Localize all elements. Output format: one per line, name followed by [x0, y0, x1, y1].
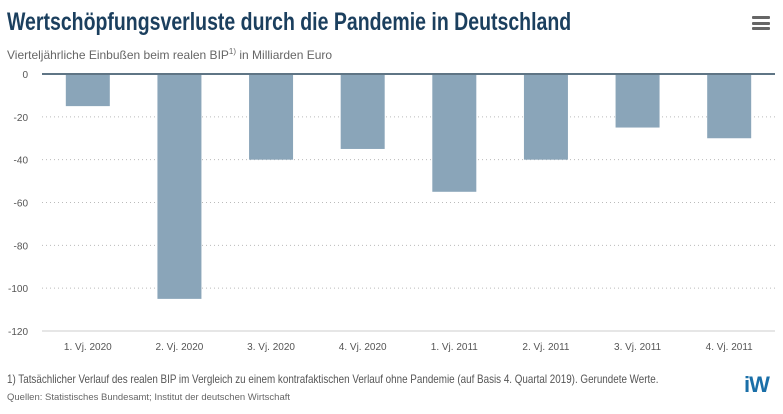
x-tick-label: 1. Vj. 2020 — [64, 342, 112, 353]
footnote: 1) Tatsächlicher Verlauf des realen BIP … — [7, 372, 659, 386]
subtitle-unit: in Milliarden Euro — [236, 48, 333, 62]
y-tick-label: -20 — [14, 113, 29, 124]
hamburger-menu-icon[interactable] — [752, 16, 770, 30]
bar-chart: 0 -20 -40 -60 -80 -100 -120 1. Vj. 2020 2. Vj. 2… — [8, 70, 775, 353]
source-note: Quellen: Statistisches Bundesamt; Instit… — [7, 392, 291, 403]
x-tick-label: 4. Vj. 2020 — [339, 342, 387, 353]
bar — [65, 74, 110, 107]
bar — [432, 74, 477, 192]
subtitle-text: Vierteljährliche Einbußen beim realen BI… — [7, 48, 229, 62]
chart-subtitle: Vierteljährliche Einbußen beim realen BI… — [7, 47, 332, 62]
y-tick-label: -100 — [8, 284, 28, 295]
chart-title: Wertschöpfungsverluste durch die Pandemi… — [7, 8, 572, 36]
bar — [157, 74, 202, 299]
x-tick-label: 4. Vj. 2011 — [706, 342, 754, 353]
y-tick-label: -40 — [14, 156, 29, 167]
x-tick-label: 1. Vj. 2011 — [431, 342, 479, 353]
x-tick-label: 3. Vj. 2020 — [247, 342, 295, 353]
y-tick-label: -120 — [8, 327, 28, 338]
bar — [523, 74, 568, 160]
subtitle-footnote-mark: 1) — [228, 47, 237, 56]
x-tick-label: 3. Vj. 2011 — [614, 342, 662, 353]
bar — [615, 74, 660, 128]
bar — [249, 74, 294, 160]
bar — [340, 74, 385, 149]
x-tick-label: 2. Vj. 2020 — [156, 342, 204, 353]
bar — [707, 74, 752, 139]
iw-logo: iW — [744, 372, 770, 397]
y-tick-label: -60 — [14, 199, 29, 210]
y-tick-label: 0 — [22, 70, 28, 81]
x-tick-label: 2. Vj. 2011 — [522, 342, 570, 353]
y-tick-label: -80 — [14, 241, 29, 252]
